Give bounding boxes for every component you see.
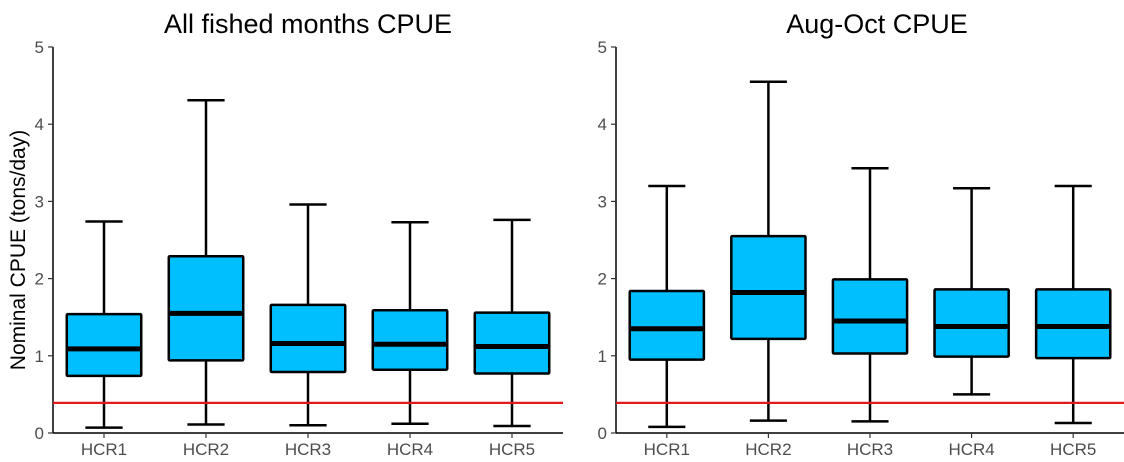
x-tick-label: HCR1 <box>81 440 127 457</box>
y-tick-label: 2 <box>598 270 607 289</box>
y-tick-label: 5 <box>598 38 607 57</box>
x-tick-label: HCR4 <box>387 440 433 457</box>
y-axis-label: Nominal CPUE (tons/day) <box>7 130 30 370</box>
y-tick-label: 3 <box>35 192 44 211</box>
box-hcr2 <box>167 254 245 362</box>
x-tick-label: HCR3 <box>285 440 331 457</box>
y-tick-label: 1 <box>35 347 44 366</box>
x-tick-label: HCR3 <box>847 440 893 457</box>
x-tick-label: HCR4 <box>948 440 994 457</box>
y-tick-label: 2 <box>35 270 44 289</box>
x-tick-label: HCR5 <box>489 440 535 457</box>
x-tick-label: HCR2 <box>745 440 791 457</box>
x-tick-label: HCR5 <box>1050 440 1096 457</box>
box-hcr1 <box>65 312 143 378</box>
box-hcr3 <box>831 278 909 355</box>
x-tick-label: HCR1 <box>644 440 690 457</box>
y-tick-label: 1 <box>598 347 607 366</box>
y-tick-label: 0 <box>35 424 44 443</box>
y-tick-label: 0 <box>598 424 607 443</box>
box-hcr2 <box>730 234 807 341</box>
box-hcr1 <box>628 289 706 361</box>
y-tick-label: 5 <box>35 38 44 57</box>
y-tick-label: 4 <box>35 115 44 134</box>
box-hcr3 <box>269 303 347 374</box>
box-hcr4 <box>371 309 449 371</box>
chart-title: Aug-Oct CPUE <box>786 9 968 39</box>
x-tick-label: HCR2 <box>183 440 229 457</box>
box-hcr5 <box>473 311 551 375</box>
y-tick-label: 4 <box>598 115 607 134</box>
y-tick-label: 3 <box>598 192 607 211</box>
box-hcr5 <box>1034 288 1112 360</box>
box-hcr4 <box>933 288 1010 358</box>
chart-title: All fished months CPUE <box>164 9 452 39</box>
